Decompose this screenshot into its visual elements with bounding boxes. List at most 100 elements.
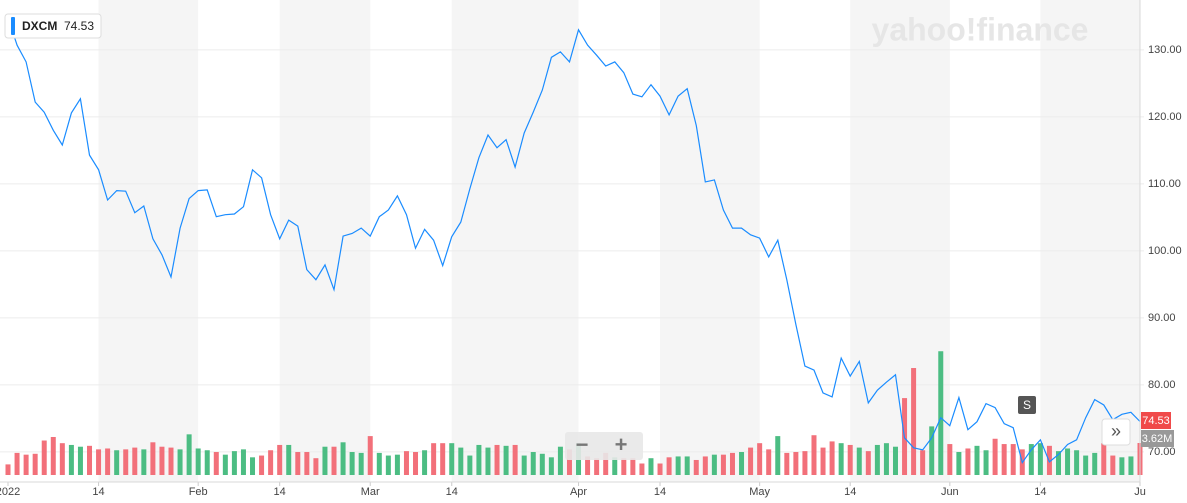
volume-bar — [757, 443, 763, 475]
volume-bar — [1092, 452, 1098, 475]
volume-bar — [358, 452, 364, 475]
volume-bar — [603, 452, 609, 475]
volume-bar — [277, 444, 283, 475]
volume-bar — [494, 444, 500, 475]
volume-bar — [992, 438, 998, 475]
volume-bar — [322, 446, 328, 475]
volume-bar — [159, 446, 165, 475]
volume-bar — [476, 444, 482, 475]
volume-bar — [748, 447, 754, 475]
volume-bar — [1128, 456, 1134, 475]
volume-bar — [1028, 444, 1034, 475]
volume-bar — [1074, 450, 1080, 475]
event-marker[interactable]: S — [1023, 398, 1031, 412]
volume-bar — [585, 456, 591, 475]
band — [1040, 0, 1140, 482]
volume-bar — [23, 454, 29, 475]
volume-bar — [639, 463, 645, 475]
volume-bar — [204, 450, 210, 475]
volume-bar — [168, 447, 174, 475]
zoom-out[interactable]: − — [576, 432, 589, 457]
volume-bar — [675, 456, 681, 475]
volume-bar — [394, 454, 400, 475]
volume-bar — [403, 451, 409, 475]
event-box[interactable] — [1018, 396, 1036, 414]
x-tick-label: 14 — [274, 486, 286, 498]
volume-bar — [50, 436, 56, 475]
volume-bar — [123, 449, 129, 475]
volume-bar — [594, 458, 600, 475]
volume-bar — [911, 368, 917, 475]
x-tick-label: 14 — [92, 486, 104, 498]
band — [279, 0, 371, 482]
volume-flag — [1141, 430, 1174, 447]
volume-bar — [548, 457, 554, 475]
band — [660, 0, 760, 482]
volume-bar — [829, 441, 835, 475]
y-tick-label: 80.00 — [1148, 379, 1176, 391]
volume-bar — [793, 452, 799, 475]
volume-bar — [811, 435, 817, 475]
x-tick-label: 14 — [844, 486, 856, 498]
volume-bar — [1037, 443, 1043, 475]
volume-bar — [621, 458, 627, 475]
volume-bar — [349, 452, 355, 475]
band — [850, 0, 950, 482]
volume-bar — [856, 447, 862, 475]
volume-bar — [304, 452, 310, 475]
volume-bar — [974, 445, 980, 475]
volume-bar — [512, 444, 518, 475]
volume-bar — [68, 444, 74, 475]
volume-bar — [739, 452, 745, 475]
volume-bar — [385, 455, 391, 475]
volume-bar — [802, 451, 808, 475]
legend: DXCM 74.53 — [4, 13, 102, 39]
volume-bar — [340, 442, 346, 475]
volume-bar — [14, 452, 20, 475]
zoom-in[interactable]: + — [615, 432, 628, 457]
volume-bar — [883, 443, 889, 475]
volume-bar — [41, 440, 47, 475]
volume-bar — [240, 449, 246, 475]
volume-bar — [268, 450, 274, 475]
volume-bar — [449, 443, 455, 475]
volume-bar — [231, 451, 237, 475]
volume-bar — [657, 463, 663, 475]
price-flag-label: 74.53 — [1142, 415, 1170, 427]
y-tick-label: 70.00 — [1148, 446, 1176, 458]
price-flag — [1141, 412, 1171, 429]
volume-bar — [539, 453, 545, 475]
volume-flag-label: 3.62M — [1142, 433, 1173, 445]
volume-bar — [413, 452, 419, 475]
volume-bar — [874, 444, 880, 475]
next-button[interactable] — [1101, 418, 1131, 446]
price-line — [7, 17, 1141, 465]
x-tick-label: Feb — [189, 486, 208, 498]
band — [451, 0, 579, 482]
volume-bar — [784, 452, 790, 475]
volume-bar — [105, 448, 111, 475]
zoom-controls[interactable]: − + — [565, 432, 643, 460]
x-tick-label: 14 — [446, 486, 458, 498]
legend-swatch — [11, 17, 15, 35]
volume-bar — [892, 446, 898, 475]
volume-bar — [938, 351, 944, 475]
volume-bar — [1055, 451, 1061, 475]
volume-bar — [186, 434, 192, 475]
volume-bar — [458, 447, 464, 475]
volume-bar — [485, 447, 491, 475]
volume-bar — [87, 445, 93, 475]
volume-bar — [729, 452, 735, 475]
x-tick-label: 14 — [1034, 486, 1046, 498]
volume-bar — [59, 443, 65, 475]
next-button-label[interactable]: » — [1111, 421, 1121, 441]
x-tick-label: Apr — [570, 486, 587, 498]
volume-bar — [313, 458, 319, 475]
volume-bar — [331, 446, 337, 475]
x-tick-label: May — [749, 486, 770, 498]
volume-bar — [557, 446, 563, 475]
volume-bar — [32, 453, 38, 475]
volume-bar — [766, 449, 772, 475]
